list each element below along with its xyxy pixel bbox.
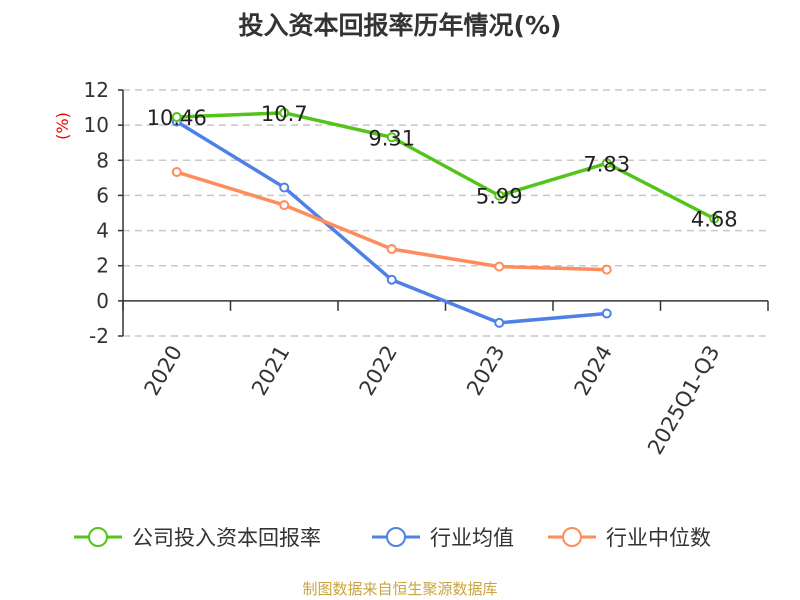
data-label: 5.99	[476, 185, 523, 209]
legend-marker	[386, 527, 406, 547]
x-tick-label: 2025Q1-Q3	[643, 341, 725, 458]
series-line-0	[176, 111, 716, 221]
data-point	[279, 200, 290, 211]
data-label: 7.83	[583, 152, 630, 176]
x-tick-label: 2023	[462, 341, 510, 399]
x-tick-label: 2022	[355, 341, 403, 399]
data-point	[494, 190, 505, 201]
data-point	[601, 158, 612, 169]
x-tick-label: 2020	[140, 341, 188, 399]
legend-marker	[88, 527, 108, 547]
chart-title: 投入资本回报率历年情况(%)	[238, 11, 562, 40]
data-point	[386, 244, 397, 255]
y-tick-label: 2	[96, 254, 109, 278]
x-tick-label: 2021	[247, 341, 295, 399]
data-point	[709, 213, 720, 224]
data-label: 10.46	[147, 106, 207, 130]
data-point	[279, 107, 290, 118]
series-line-2	[176, 170, 607, 272]
data-point	[386, 132, 397, 143]
data-point	[386, 274, 397, 285]
legend-label: 行业中位数	[606, 526, 711, 550]
legend-label: 公司投入资本回报率	[132, 526, 321, 550]
data-point	[171, 167, 182, 178]
y-tick-label: 6	[96, 183, 109, 207]
data-label: 4.68	[691, 208, 738, 232]
data-point	[601, 264, 612, 275]
legend-marker	[562, 527, 582, 547]
source-footer: 制图数据来自恒生聚源数据库	[302, 580, 498, 598]
y-tick-label: 10	[84, 113, 109, 137]
x-tick-label: 2024	[570, 341, 618, 399]
data-point	[494, 317, 505, 328]
data-label: 10.7	[261, 102, 308, 126]
y-tick-label: 12	[84, 78, 109, 102]
data-point	[601, 308, 612, 319]
y-tick-label: 4	[96, 219, 109, 243]
y-axis-label: (%)	[53, 112, 72, 140]
data-label: 9.31	[368, 126, 415, 150]
data-point	[494, 261, 505, 272]
legend-label: 行业均值	[430, 526, 514, 550]
y-tick-label: 0	[96, 289, 109, 313]
y-tick-label: 8	[96, 148, 109, 172]
data-point	[279, 182, 290, 193]
y-tick-label: -2	[89, 324, 109, 348]
series-line-1	[175, 120, 607, 325]
data-point	[171, 112, 182, 123]
